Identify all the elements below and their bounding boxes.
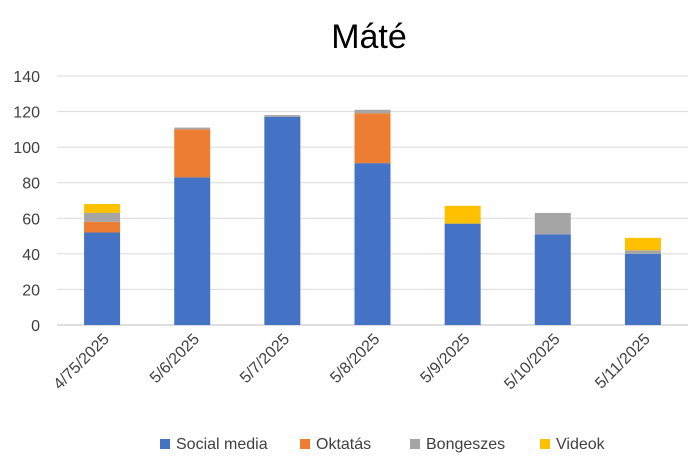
x-tick-label: 5/10/2025: [501, 331, 563, 393]
y-tick-label: 60: [22, 211, 40, 228]
bar-segment: [84, 212, 121, 222]
x-tick-label: 5/8/2025: [327, 331, 383, 387]
x-tick-label: 5/11/2025: [592, 331, 654, 393]
bar-segment: [624, 250, 661, 254]
bar-segment: [84, 221, 121, 233]
x-tick-label: 5/6/2025: [147, 331, 203, 387]
bar-segment: [354, 163, 391, 325]
legend-swatch: [160, 439, 170, 449]
y-tick-label: 140: [13, 69, 40, 86]
bar-segment: [354, 109, 391, 114]
y-tick-label: 20: [22, 282, 40, 299]
y-tick-label: 0: [31, 318, 40, 335]
bar-segment: [264, 115, 301, 117]
legend-label: Videok: [556, 436, 606, 453]
legend: Social media Oktatás Bongeszes Videok: [160, 436, 606, 453]
bar-segment: [174, 177, 211, 325]
bar-segment: [444, 223, 481, 325]
bars: [84, 109, 661, 326]
bar-segment: [624, 253, 661, 325]
bar-segment: [174, 129, 211, 178]
bar-segment: [534, 234, 571, 325]
legend-swatch: [410, 439, 420, 449]
legend-label: Social media: [176, 436, 268, 453]
chart-title: Máté: [331, 18, 407, 56]
bar-segment: [84, 204, 121, 213]
y-tick-label: 40: [22, 247, 40, 264]
bar-segment: [84, 232, 121, 325]
legend-label: Bongeszes: [426, 436, 505, 453]
legend-swatch: [300, 439, 310, 449]
x-tick-label: 4/75/2025: [51, 331, 113, 393]
legend-label: Oktatás: [316, 436, 371, 453]
y-tick-label: 100: [13, 140, 40, 157]
bar-segment: [444, 205, 481, 224]
x-tick-label: 5/7/2025: [237, 331, 293, 387]
y-axis-ticks: 0 20 40 60 80 100 120 140: [13, 69, 40, 335]
bar-segment: [264, 116, 301, 326]
x-tick-label: 5/9/2025: [417, 331, 473, 387]
bar-segment: [174, 127, 211, 130]
bar-segment: [624, 237, 661, 251]
bar-segment: [534, 212, 571, 235]
y-tick-label: 80: [22, 176, 40, 193]
x-axis-ticks: 4/75/2025 5/6/2025 5/7/2025 5/8/2025 5/9/202…: [51, 331, 654, 393]
bar-segment: [354, 113, 391, 164]
y-tick-label: 120: [13, 105, 40, 122]
legend-swatch: [540, 439, 550, 449]
